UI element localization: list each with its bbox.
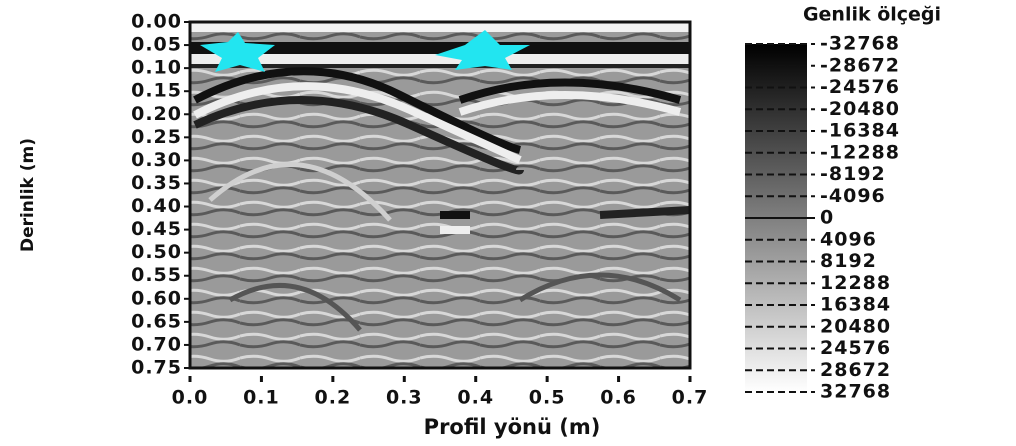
colorbar-tick-label: -4096 <box>820 185 886 207</box>
y-axis-title: Derinlik (m) <box>18 138 38 252</box>
colorbar-tick-label: -32768 <box>820 33 900 55</box>
y-tick-label: 0.55 <box>131 264 182 286</box>
colorbar-tick-label: 24576 <box>820 337 891 359</box>
colorbar-tick-label: -12288 <box>820 141 900 163</box>
y-tick-label: 0.60 <box>131 287 182 309</box>
colorbar-title: Genlik ölçeği <box>803 4 941 26</box>
colorbar-tick-label: 0 <box>820 207 834 229</box>
y-tick-label: 0.40 <box>131 195 182 217</box>
colorbar-tick-label: -8192 <box>820 163 886 185</box>
colorbar-tick-label: 32768 <box>820 381 891 403</box>
x-axis-title: Profil yönü (m) <box>424 415 601 439</box>
y-tick-label: 0.35 <box>131 172 182 194</box>
colorbar-tick-label: 20480 <box>820 315 891 337</box>
y-tick-label: 0.10 <box>131 57 182 79</box>
x-tick-label: 0.5 <box>529 387 566 409</box>
y-tick-label: 0.05 <box>131 34 182 56</box>
x-tick-label: 0.1 <box>243 387 280 409</box>
y-tick-label: 0.30 <box>131 149 182 171</box>
x-tick-label: 0.7 <box>672 387 709 409</box>
colorbar-tick-label: 28672 <box>820 359 891 381</box>
x-tick-label: 0.3 <box>386 387 423 409</box>
colorbar-tick-label: 16384 <box>820 294 891 316</box>
y-tick-label: 0.75 <box>131 357 182 379</box>
colorbar-tick-label: 4096 <box>820 228 877 250</box>
colorbar-tick-label: -24576 <box>820 76 900 98</box>
colorbar-tick-label: 8192 <box>820 250 877 272</box>
y-tick-label: 0.65 <box>131 310 182 332</box>
y-tick-label: 0.45 <box>131 218 182 240</box>
y-tick-label: 0.15 <box>131 80 182 102</box>
colorbar-tick-label: 12288 <box>820 272 891 294</box>
x-tick-label: 0.0 <box>172 387 209 409</box>
colorbar-tick-label: -28672 <box>820 54 900 76</box>
y-tick-label: 0.50 <box>131 241 182 263</box>
y-tick-label: 0.00 <box>131 11 182 33</box>
radargram <box>188 20 692 370</box>
x-tick-label: 0.2 <box>315 387 352 409</box>
y-tick-label: 0.20 <box>131 103 182 125</box>
colorbar-tick-label: -20480 <box>820 98 900 120</box>
colorbar-tick-label: -16384 <box>820 120 900 142</box>
y-tick-label: 0.70 <box>131 333 182 355</box>
y-tick-label: 0.25 <box>131 126 182 148</box>
x-tick-label: 0.6 <box>600 387 637 409</box>
x-tick-label: 0.4 <box>457 387 494 409</box>
